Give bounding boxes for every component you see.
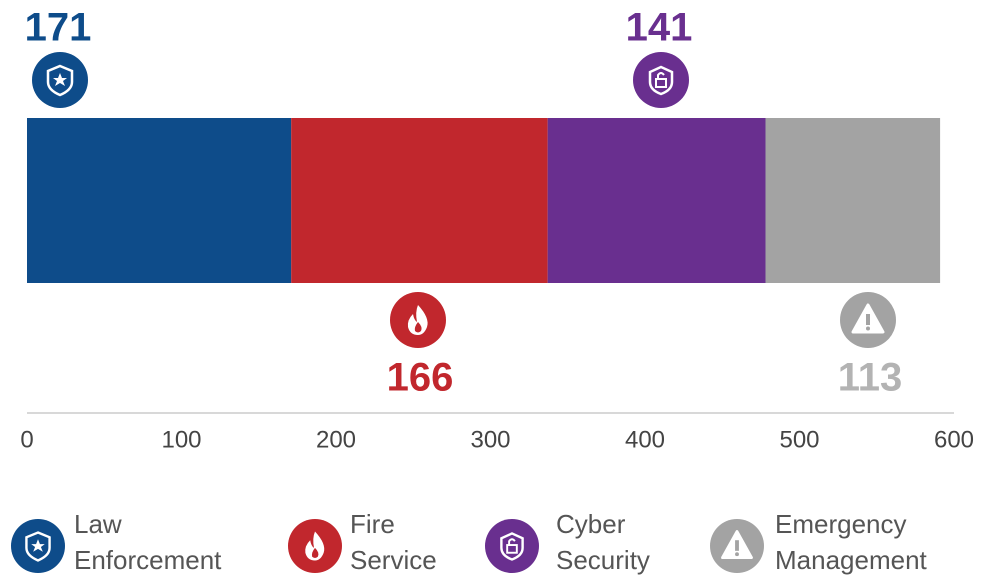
legend-label: Law Enforcement (74, 509, 222, 575)
icon-glyph (655, 78, 667, 88)
x-tick-label: 400 (625, 426, 665, 453)
legend-label: Fire Service (350, 509, 437, 575)
x-tick-label: 300 (470, 426, 510, 453)
icon-glyph (866, 326, 870, 331)
bar-segment (547, 118, 766, 283)
data-label: 141 (626, 6, 693, 50)
bar-segment (765, 118, 941, 283)
x-tick-label: 100 (161, 426, 201, 453)
bar-segment (27, 118, 292, 283)
icon-badge (840, 292, 896, 348)
legend-label: Emergency Management (775, 509, 927, 575)
icon-glyph (311, 547, 319, 559)
x-tick-label: 500 (779, 426, 819, 453)
legend-label: Cyber Security (556, 509, 650, 575)
icon-badge (32, 52, 88, 108)
icon-glyph (407, 305, 428, 335)
bar-segment (291, 118, 548, 283)
icon-glyph (414, 322, 422, 333)
icon (46, 64, 74, 97)
icon-glyph (648, 65, 674, 96)
icon (500, 532, 524, 561)
x-tick-label: 200 (316, 426, 356, 453)
icon (648, 65, 674, 96)
icon (851, 303, 885, 334)
x-tick-label: 0 (20, 426, 33, 453)
icon-glyph (657, 72, 665, 79)
x-tick-label: 600 (934, 426, 974, 453)
icon-glyph (53, 73, 67, 86)
icon-badge (390, 292, 446, 348)
icon (25, 531, 51, 562)
icon-glyph (866, 314, 870, 325)
data-label: 171 (25, 6, 92, 50)
data-label: 113 (838, 356, 903, 400)
icon-badge (11, 519, 65, 573)
icon-glyph (46, 64, 74, 97)
icon-glyph (25, 531, 51, 562)
icon-badge (710, 519, 764, 573)
icon (305, 531, 325, 561)
icon-glyph (500, 532, 524, 561)
icon-glyph (508, 538, 516, 546)
icon-glyph (735, 540, 739, 551)
icon-glyph (506, 544, 518, 554)
icon (721, 530, 753, 560)
icon-glyph (735, 552, 739, 557)
icon-badge (288, 519, 342, 573)
icon-glyph (31, 539, 45, 552)
icon-badge (485, 519, 539, 573)
icon (407, 305, 428, 335)
data-label: 166 (387, 356, 454, 400)
icon-badge (633, 52, 689, 108)
icon-glyph (305, 531, 325, 561)
